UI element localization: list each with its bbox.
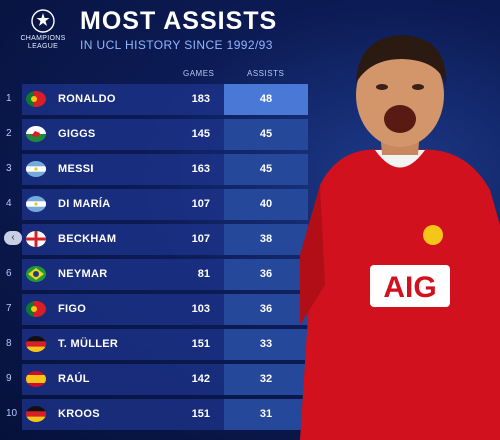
row-background <box>22 259 224 290</box>
rank-label: 2 <box>6 128 12 139</box>
player-name: MESSI <box>58 163 94 175</box>
player-name: GIGGS <box>58 128 96 140</box>
rank-label: 10 <box>6 408 18 419</box>
argentina-flag <box>26 161 46 177</box>
assists-cell-background <box>224 399 308 430</box>
table-row: 5 BECKHAM 107 38 <box>0 222 310 257</box>
assists-cell-background <box>224 84 308 115</box>
assists-cell-background <box>224 189 308 220</box>
assists-value: 38 <box>259 233 273 245</box>
assists-value: 48 <box>259 93 273 105</box>
portugal-flag <box>26 91 46 107</box>
player-photo: AIG <box>300 35 500 440</box>
logo-text-line2: LEAGUE <box>27 43 59 50</box>
row-background <box>22 119 224 150</box>
assists-value: 36 <box>259 303 273 315</box>
champions-league-logo: CHAMPIONS LEAGUE <box>12 8 74 58</box>
back-arrow-button[interactable]: ‹ <box>4 231 22 245</box>
table-row: 1 RONALDO 183 48 <box>0 82 310 117</box>
table-row: 10 KROOS 151 31 <box>0 397 310 432</box>
rank-label: 1 <box>6 93 12 104</box>
portugal-flag <box>26 301 46 317</box>
rank-label: 9 <box>6 373 12 384</box>
assists-column-header: ASSISTS <box>247 69 285 78</box>
row-background <box>22 224 224 255</box>
rank-label: 3 <box>6 163 12 174</box>
assists-value: 33 <box>259 338 273 350</box>
starball-icon <box>31 9 55 33</box>
assists-cell-background <box>224 364 308 395</box>
assists-value: 36 <box>259 268 273 280</box>
games-value: 145 <box>191 128 210 140</box>
logo-text-line1: CHAMPIONS <box>20 35 66 42</box>
table-row: 2 GIGGS 145 45 <box>0 117 310 152</box>
spain-flag <box>26 371 46 387</box>
brazil-flag <box>26 266 46 282</box>
table-row: 3 MESSI 163 45 <box>0 152 310 187</box>
club-crest-icon <box>423 225 443 245</box>
assists-cell-background <box>224 259 308 290</box>
player-name: RONALDO <box>58 93 116 105</box>
england-flag <box>26 231 46 247</box>
player-name: KROOS <box>58 408 100 420</box>
germany-flag <box>26 406 46 422</box>
games-value: 107 <box>191 233 210 245</box>
player-name: NEYMAR <box>58 268 108 280</box>
table-row: 8 T. MÜLLER 151 33 <box>0 327 310 362</box>
germany-flag <box>26 336 46 352</box>
wales-flag <box>26 126 46 142</box>
games-value: 142 <box>191 373 210 385</box>
assists-value: 32 <box>259 373 273 385</box>
assists-value: 45 <box>259 128 273 140</box>
games-column-header: GAMES <box>183 69 215 78</box>
games-value: 107 <box>191 198 210 210</box>
assists-cell-background <box>224 154 308 185</box>
row-background <box>22 329 224 360</box>
player-name: T. MÜLLER <box>58 338 119 350</box>
page-title: MOST ASSISTS <box>80 7 278 35</box>
rank-label: 7 <box>6 303 12 314</box>
table-row: 7 FIGO 103 36 <box>0 292 310 327</box>
row-background <box>22 154 224 185</box>
games-value: 151 <box>191 338 210 350</box>
assists-value: 45 <box>259 163 273 175</box>
assists-value: 31 <box>259 408 273 420</box>
assists-cell-background <box>224 224 308 255</box>
assists-cell-background <box>224 329 308 360</box>
sponsor-text: AIG <box>383 271 436 304</box>
games-value: 81 <box>197 268 210 280</box>
assists-cell-background <box>224 294 308 325</box>
table-row: 6 NEYMAR 81 36 <box>0 257 310 292</box>
table-row: 4 DI MARÍA 107 40 <box>0 187 310 222</box>
rank-label: 4 <box>6 198 12 209</box>
table-row: 9 RAÚL 142 32 <box>0 362 310 397</box>
assists-value: 40 <box>259 198 273 210</box>
player-name: DI MARÍA <box>58 198 111 210</box>
games-value: 103 <box>191 303 210 315</box>
row-background <box>22 189 224 220</box>
player-name: RAÚL <box>58 373 90 385</box>
row-background <box>22 84 224 115</box>
row-background <box>22 399 224 430</box>
assists-cell-background <box>224 119 308 150</box>
row-background <box>22 294 224 325</box>
header: CHAMPIONS LEAGUE MOST ASSISTS IN UCL HIS… <box>0 0 500 62</box>
player-name: FIGO <box>58 303 87 315</box>
rank-label: 8 <box>6 338 12 349</box>
games-value: 163 <box>191 163 210 175</box>
row-background <box>22 364 224 395</box>
page-subtitle: IN UCL HISTORY SINCE 1992/93 <box>80 38 273 52</box>
player-name: BECKHAM <box>58 233 117 245</box>
assists-table: 1 RONALDO 183 48 2 GIGGS 145 45 3 MESSI … <box>0 82 310 432</box>
argentina-flag <box>26 196 46 212</box>
rank-label: 6 <box>6 268 12 279</box>
games-value: 183 <box>191 93 210 105</box>
games-value: 151 <box>191 408 210 420</box>
